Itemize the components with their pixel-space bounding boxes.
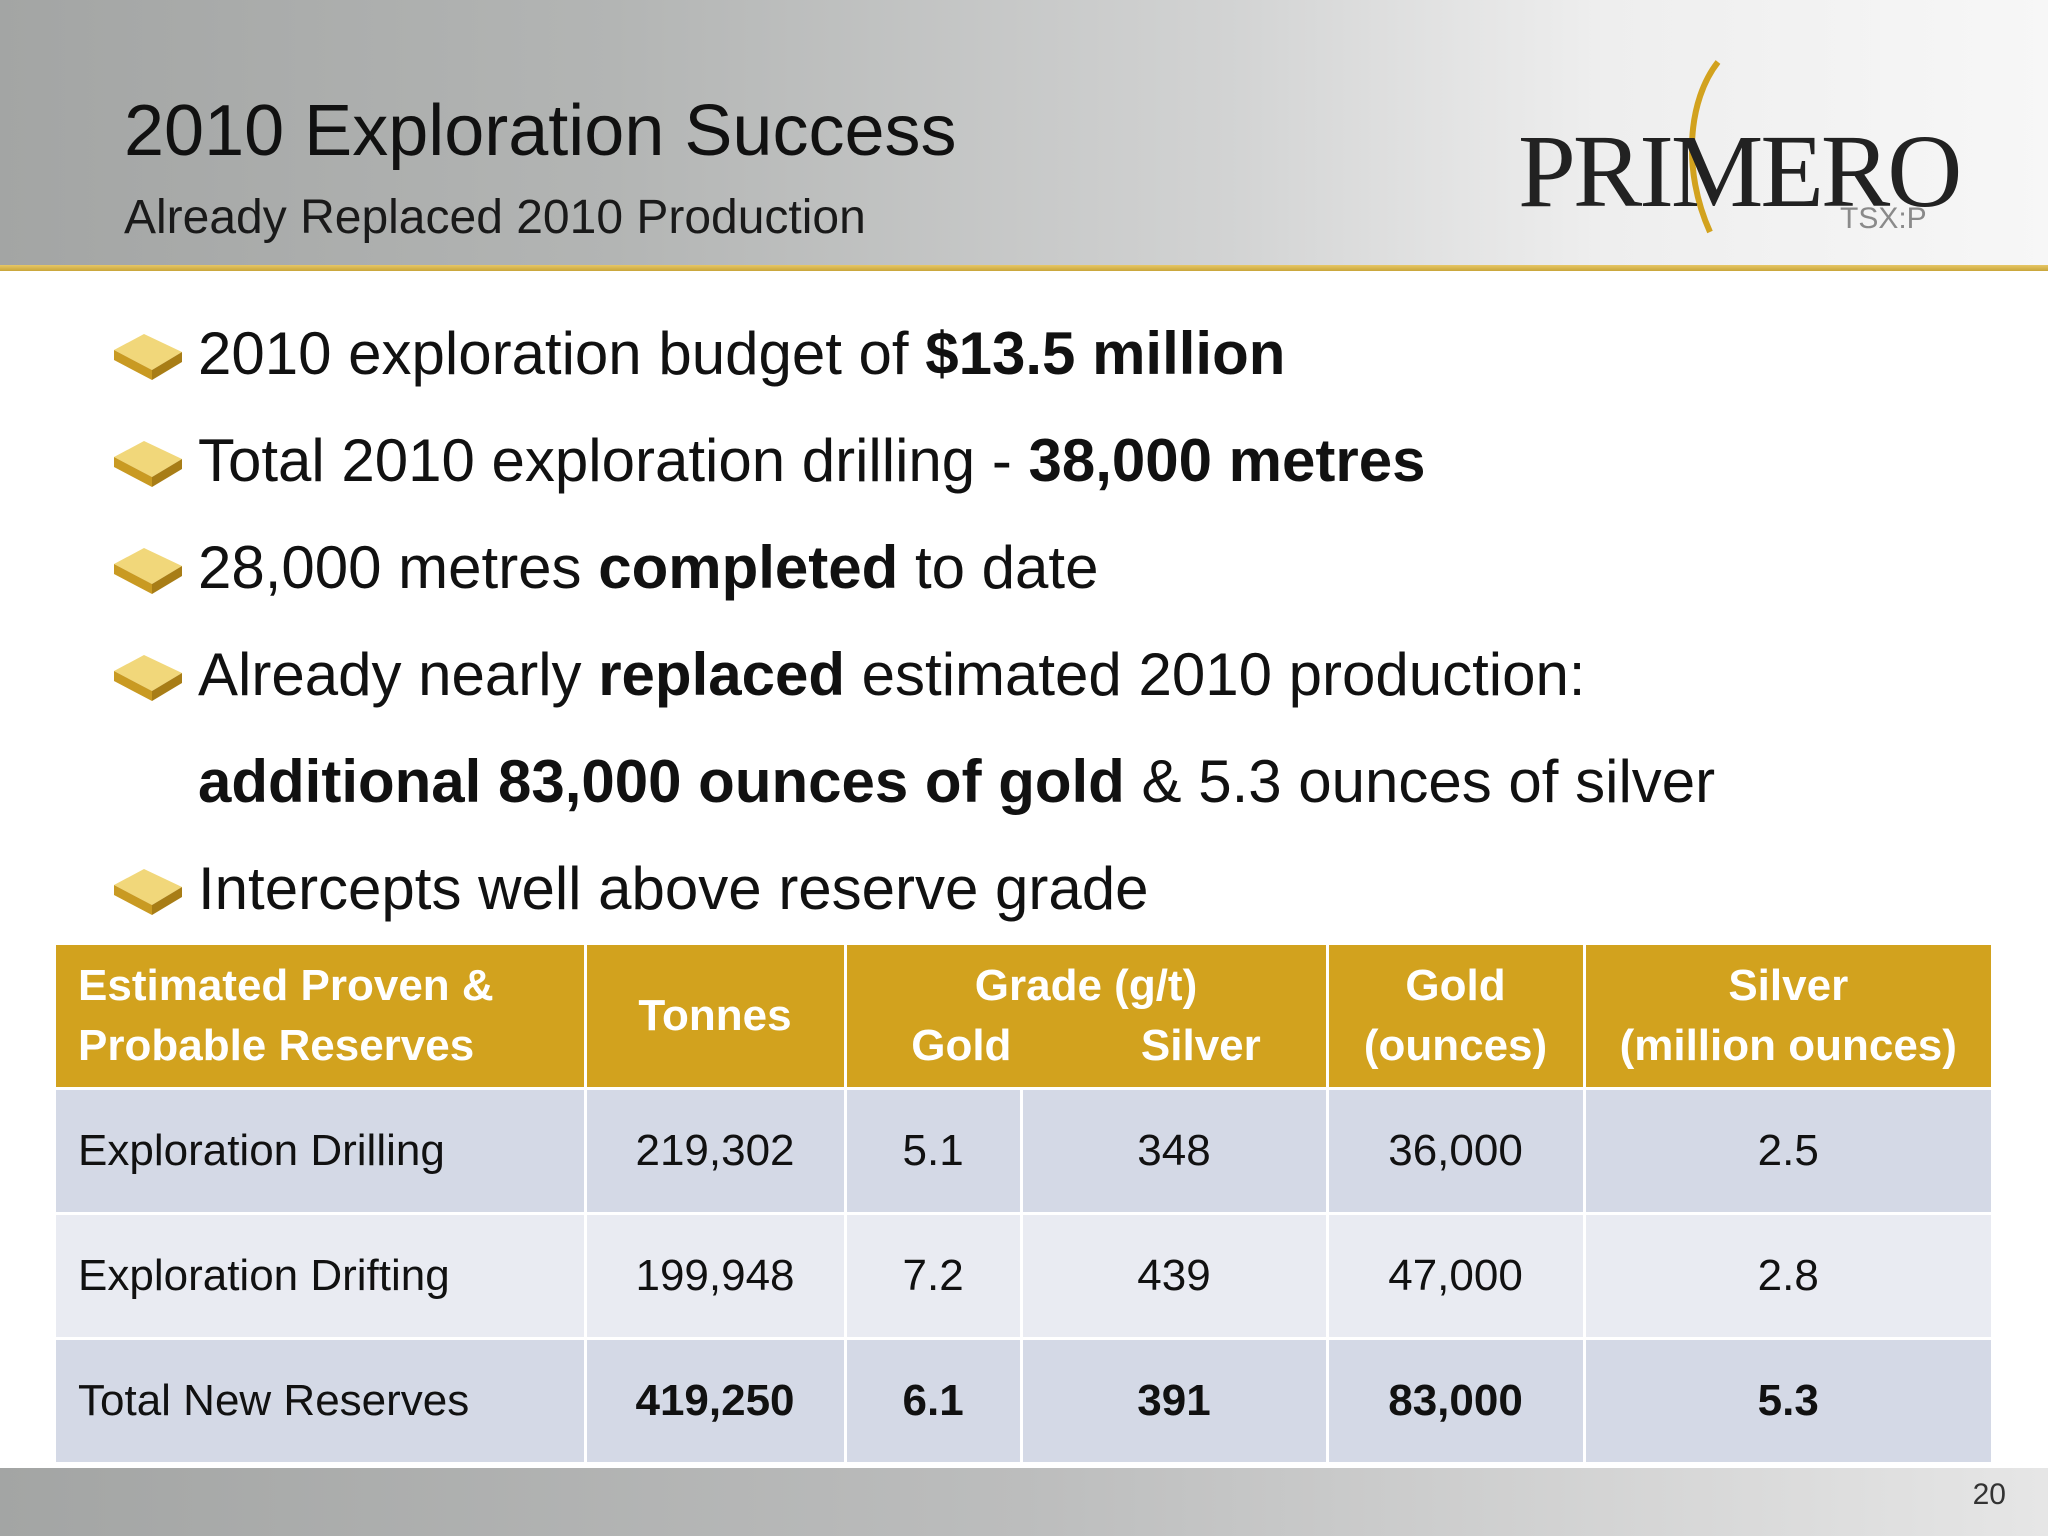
table-row: Exploration Drifting 199,948 7.2 439 47,… [56, 1212, 1992, 1339]
cell-gold-ounces: 47,000 [1327, 1212, 1586, 1339]
cell-grade-gold: 5.1 [845, 1087, 1023, 1214]
gold-bar-icon [114, 869, 182, 915]
header-gold-ounces: Gold (ounces) [1327, 945, 1586, 1089]
table-row: Exploration Drilling 219,302 5.1 348 36,… [56, 1087, 1992, 1214]
gold-bar-icon [114, 441, 182, 487]
table-row-total: Total New Reserves 419,250 6.1 391 83,00… [56, 1337, 1992, 1462]
bullet-text: Total 2010 exploration drilling - 38,000… [198, 427, 1426, 494]
header-grade-silver: Silver [1140, 1021, 1261, 1070]
gold-bar-icon [114, 655, 182, 701]
bullet-text: Already nearly replaced estimated 2010 p… [198, 641, 1586, 708]
bullet-item: Intercepts well above reserve grade [110, 835, 1990, 942]
bullet-text: Intercepts well above reserve grade [198, 855, 1149, 922]
row-label: Exploration Drifting [56, 1212, 587, 1339]
bullet-text: additional 83,000 ounces of gold & 5.3 o… [198, 748, 1716, 815]
bullet-list: 2010 exploration budget of $13.5 million… [110, 300, 1990, 942]
bullet-item: 28,000 metres completed to date [110, 514, 1990, 621]
primero-logo: PRIMERO TSX:P [1500, 60, 1962, 250]
row-label: Total New Reserves [56, 1337, 587, 1462]
bullet-item: 2010 exploration budget of $13.5 million [110, 300, 1990, 407]
cell-gold-ounces: 83,000 [1327, 1337, 1586, 1462]
cell-silver-ounces: 2.8 [1584, 1212, 1992, 1339]
slide-subtitle: Already Replaced 2010 Production [124, 191, 866, 244]
header-divider [0, 265, 2048, 271]
cell-tonnes: 199,948 [585, 1212, 847, 1339]
cell-silver-ounces: 5.3 [1584, 1337, 1992, 1462]
cell-grade-silver: 439 [1021, 1212, 1329, 1339]
bullet-continuation: additional 83,000 ounces of gold & 5.3 o… [110, 728, 1990, 835]
logo-wordmark: PRIMERO [1518, 114, 1962, 229]
cell-grade-gold: 6.1 [845, 1337, 1023, 1462]
row-label: Exploration Drilling [56, 1087, 587, 1214]
slide-title: 2010 Exploration Success [124, 91, 957, 171]
slide-footer: 20 [0, 1468, 2048, 1536]
cell-tonnes: 419,250 [585, 1337, 847, 1462]
cell-grade-silver: 391 [1021, 1337, 1329, 1462]
cell-grade-silver: 348 [1021, 1087, 1329, 1214]
cell-silver-ounces: 2.5 [1584, 1087, 1992, 1214]
gold-bar-icon [114, 334, 182, 380]
logo-swoosh-icon [1688, 60, 1721, 234]
bullet-text: 2010 exploration budget of $13.5 million [198, 320, 1286, 387]
cell-gold-ounces: 36,000 [1327, 1087, 1586, 1214]
header-silver-ounces: Silver (million ounces) [1584, 945, 1992, 1089]
cell-grade-gold: 7.2 [845, 1212, 1023, 1339]
header-grade-gold: Gold [911, 1021, 1012, 1070]
bullet-item: Total 2010 exploration drilling - 38,000… [110, 407, 1990, 514]
bullet-item: Already nearly replaced estimated 2010 p… [110, 621, 1990, 728]
header-tonnes: Tonnes [585, 945, 847, 1089]
reserves-table: Estimated Proven & Probable Reserves Ton… [56, 945, 1992, 1462]
cell-tonnes: 219,302 [585, 1087, 847, 1214]
logo-ticker: TSX:P [1840, 202, 1927, 235]
header-grade: Grade (g/t) Gold Silver [845, 945, 1329, 1089]
gold-bar-icon [114, 548, 182, 594]
header-grade-title: Grade (g/t) [974, 961, 1198, 1010]
header-reserves: Estimated Proven & Probable Reserves [56, 945, 587, 1089]
table-header-row: Estimated Proven & Probable Reserves Ton… [56, 945, 1992, 1089]
bullet-text: 28,000 metres completed to date [198, 534, 1099, 601]
page-number: 20 [1972, 1478, 2006, 1511]
